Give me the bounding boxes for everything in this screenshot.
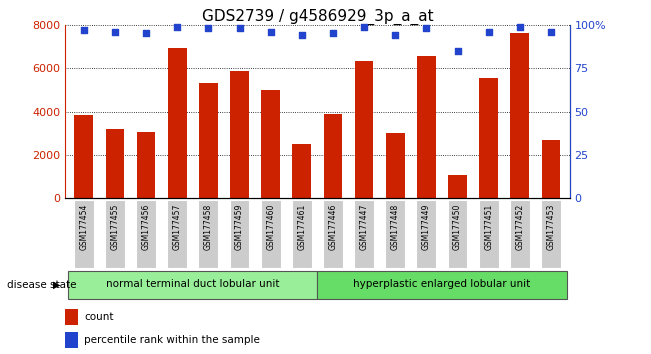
Bar (136, 200, 156, 268)
Text: GSM177455: GSM177455 (111, 204, 119, 250)
Point (79, 27, 89, 33)
Point (110, 29, 120, 35)
Bar (199, 200, 218, 268)
Bar (510, 33, 529, 198)
Point (514, 24, 525, 29)
Text: GSM177461: GSM177461 (298, 204, 306, 250)
Text: GSM177456: GSM177456 (141, 204, 150, 250)
Bar (260, 200, 281, 268)
Point (327, 30, 338, 36)
Point (421, 25, 432, 31)
Text: GSM177458: GSM177458 (204, 204, 213, 250)
Point (172, 24, 182, 29)
Bar (510, 200, 530, 268)
Bar (478, 200, 499, 268)
Bar (105, 129, 124, 198)
Bar (199, 83, 217, 198)
Text: count: count (84, 312, 114, 322)
Bar (74, 200, 94, 268)
Text: GSM177452: GSM177452 (516, 204, 524, 250)
Bar (448, 176, 467, 198)
Bar (261, 90, 280, 198)
Point (452, 48, 463, 53)
Title: GDS2739 / g4586929_3p_a_at: GDS2739 / g4586929_3p_a_at (202, 8, 433, 25)
Bar (355, 61, 374, 198)
Text: ▶: ▶ (53, 280, 61, 290)
Bar (74, 115, 93, 198)
Text: GSM177450: GSM177450 (453, 204, 462, 250)
Bar (292, 144, 311, 198)
Text: GSM177447: GSM177447 (359, 204, 368, 250)
Point (390, 32, 400, 38)
Bar (323, 200, 343, 268)
Bar (168, 47, 187, 198)
Bar (324, 114, 342, 198)
Text: GSM177453: GSM177453 (546, 204, 555, 250)
Bar (386, 133, 404, 198)
Point (234, 25, 245, 31)
Text: percentile rank within the sample: percentile rank within the sample (84, 335, 260, 346)
Bar (230, 72, 249, 198)
Point (297, 32, 307, 38)
Text: GSM177457: GSM177457 (173, 204, 182, 250)
Text: disease state: disease state (7, 280, 76, 290)
Point (359, 24, 369, 29)
Text: GSM177446: GSM177446 (329, 204, 337, 250)
Bar (65, 332, 77, 348)
Text: GSM177460: GSM177460 (266, 204, 275, 250)
Bar (417, 56, 436, 198)
Bar (385, 200, 405, 268)
Bar (479, 78, 498, 198)
Text: GSM177449: GSM177449 (422, 204, 431, 250)
Bar (230, 200, 249, 268)
Text: GSM177451: GSM177451 (484, 204, 493, 250)
Bar (167, 200, 187, 268)
Text: GSM177459: GSM177459 (235, 204, 244, 250)
Bar (541, 200, 561, 268)
Bar (318, 271, 566, 299)
Bar (417, 200, 436, 268)
Point (546, 29, 556, 35)
Point (266, 29, 276, 35)
Bar (137, 132, 156, 198)
Text: normal terminal duct lobular unit: normal terminal duct lobular unit (106, 279, 279, 289)
Bar (447, 200, 467, 268)
Bar (65, 309, 77, 325)
Text: GSM177454: GSM177454 (79, 204, 89, 250)
Text: hyperplastic enlarged lobular unit: hyperplastic enlarged lobular unit (353, 279, 531, 289)
Bar (292, 200, 312, 268)
Bar (105, 200, 125, 268)
Text: GSM177448: GSM177448 (391, 204, 400, 250)
Bar (542, 140, 561, 198)
Bar (68, 271, 318, 299)
Point (484, 29, 494, 35)
Point (203, 25, 214, 31)
Bar (354, 200, 374, 268)
Point (141, 30, 151, 36)
